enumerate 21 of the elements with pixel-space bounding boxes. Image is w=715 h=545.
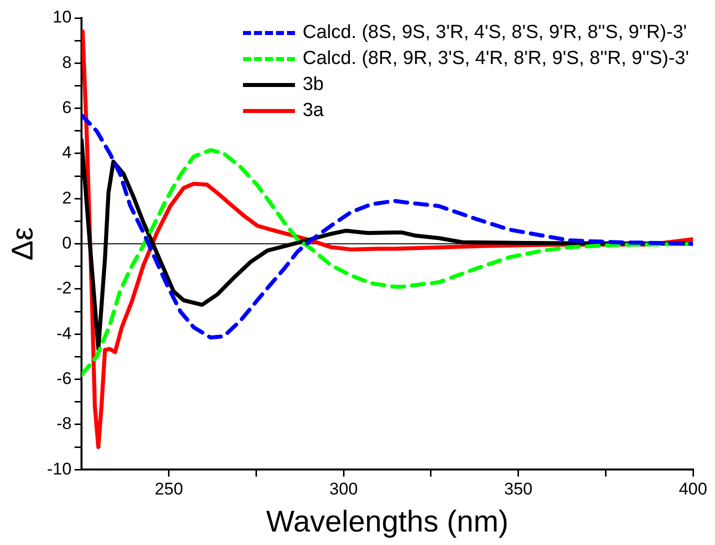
y-tick-label: 0 xyxy=(62,233,72,252)
y-tick-label: 6 xyxy=(62,98,72,118)
legend-label: Calcd. (8S, 9S, 3'R, 4'S, 8'S, 9'R, 8''S, 9''R)-3' xyxy=(302,21,687,45)
y-tick-label: -6 xyxy=(56,368,72,388)
y-tick-label: -8 xyxy=(56,414,72,434)
x-tick-label: 250 xyxy=(154,479,184,498)
legend-label: Calcd. (8R, 9R, 3'S, 4'R, 8'R, 9'S, 8''R, 9''S)-3' xyxy=(302,47,689,71)
x-axis-title: Wavelengths (nm) xyxy=(266,505,508,538)
x-tick-label: 350 xyxy=(504,479,532,498)
y-tick-label: -2 xyxy=(56,278,72,298)
y-tick-label: 2 xyxy=(62,188,72,208)
x-tick-label: 300 xyxy=(329,479,358,498)
y-tick-label: -4 xyxy=(56,324,72,343)
y-tick-label: -10 xyxy=(46,459,72,478)
y-tick-label: 8 xyxy=(62,52,72,72)
x-tick-label: 400 xyxy=(678,479,708,498)
y-axis-title: Δε xyxy=(6,227,40,261)
legend-label: 3b xyxy=(302,73,324,97)
y-tick-label: 4 xyxy=(62,143,72,162)
y-tick-label: 10 xyxy=(52,8,72,27)
legend-label: 3a xyxy=(302,99,324,123)
